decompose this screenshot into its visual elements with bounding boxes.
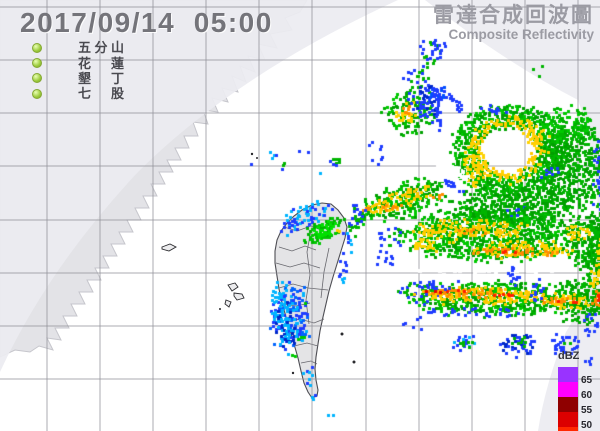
chart-title: 雷達合成回波圖 Composite Reflectivity [433,4,594,43]
station-dot-icon [32,88,42,99]
dbz-scale-box [558,367,578,382]
station-dot-icon [32,58,42,69]
dbz-scale-box [558,382,578,397]
dbz-scale-value: 55 [581,405,593,416]
dbz-scale-value: 50 [581,420,593,431]
station-name: 墾丁 [78,70,124,86]
radar-station-legend: 五分山花蓮墾丁七股 [28,40,124,102]
station-dot-icon [32,42,42,53]
timestamp: 2017/09/14 05:00 [20,7,273,38]
title-en: Composite Reflectivity [448,27,594,43]
dbz-scale-value: 60 [581,390,593,401]
title-zh: 雷達合成回波圖 [433,4,594,27]
station-row: 五分山 [28,40,124,55]
station-name: 七股 [78,86,124,102]
dbz-label: dBZ [558,350,580,362]
station-row: 花蓮 [28,55,124,70]
station-row: 七股 [28,86,124,101]
station-row: 墾丁 [28,71,124,86]
dbz-scale-value: 65 [581,375,593,386]
station-name: 花蓮 [78,55,124,71]
dbz-scale-box [558,412,578,427]
dbz-legend: dBZ 65 60 55 50 [552,350,600,431]
station-name: 五分山 [78,40,124,56]
station-dot-icon [32,73,42,84]
dbz-scale-box [558,397,578,412]
dbz-scale-box [558,427,578,431]
